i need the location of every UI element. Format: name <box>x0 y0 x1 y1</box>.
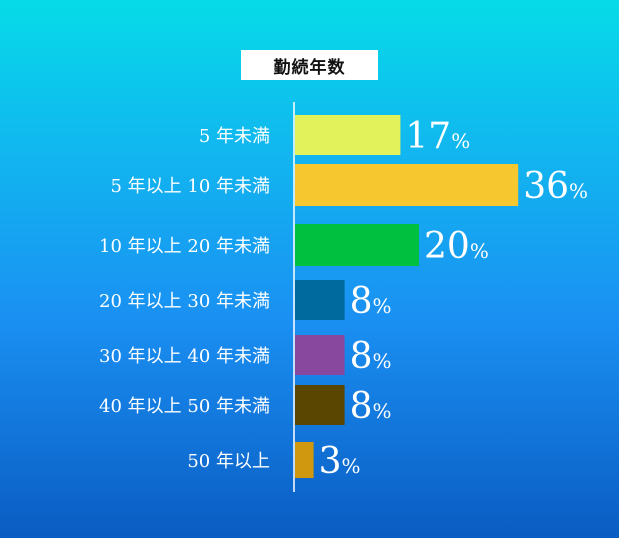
data-label-unit: % <box>569 179 588 203</box>
data-label-unit: % <box>451 129 470 153</box>
data-label-value: 20 <box>424 226 470 267</box>
bar <box>295 224 419 266</box>
category-label: 10 年以上 20 年未満 <box>99 236 270 257</box>
chart-title: 勤続年数 <box>241 50 378 80</box>
bar <box>295 280 345 320</box>
data-label-value: 36 <box>523 166 569 207</box>
data-label-unit: % <box>373 294 392 318</box>
data-label-value: 8 <box>350 281 373 322</box>
data-label: 36% <box>523 166 588 207</box>
bar <box>295 385 345 425</box>
category-label: 5 年未満 <box>199 126 270 147</box>
data-label: 3% <box>319 441 361 482</box>
data-label-value: 8 <box>350 336 373 377</box>
data-label-unit: % <box>373 349 392 373</box>
bar <box>295 164 519 206</box>
bar <box>295 442 314 478</box>
category-label: 5 年以上 10 年未満 <box>110 176 270 197</box>
bar <box>295 335 345 375</box>
data-label-value: 8 <box>350 386 373 427</box>
data-label: 8% <box>350 336 392 377</box>
data-label-unit: % <box>342 454 361 478</box>
data-label-unit: % <box>373 399 392 423</box>
category-label: 50 年以上 <box>187 451 270 472</box>
category-label: 30 年以上 40 年未満 <box>99 346 270 367</box>
data-label-unit: % <box>470 239 489 263</box>
bar <box>295 115 401 155</box>
data-label: 8% <box>350 386 392 427</box>
data-label: 8% <box>350 281 392 322</box>
category-label: 40 年以上 50 年未満 <box>99 396 270 417</box>
category-label: 20 年以上 30 年未満 <box>99 291 270 312</box>
data-label-value: 3 <box>319 441 342 482</box>
data-label-value: 17 <box>405 116 451 157</box>
data-label: 17% <box>405 116 470 157</box>
data-label: 20% <box>424 226 489 267</box>
